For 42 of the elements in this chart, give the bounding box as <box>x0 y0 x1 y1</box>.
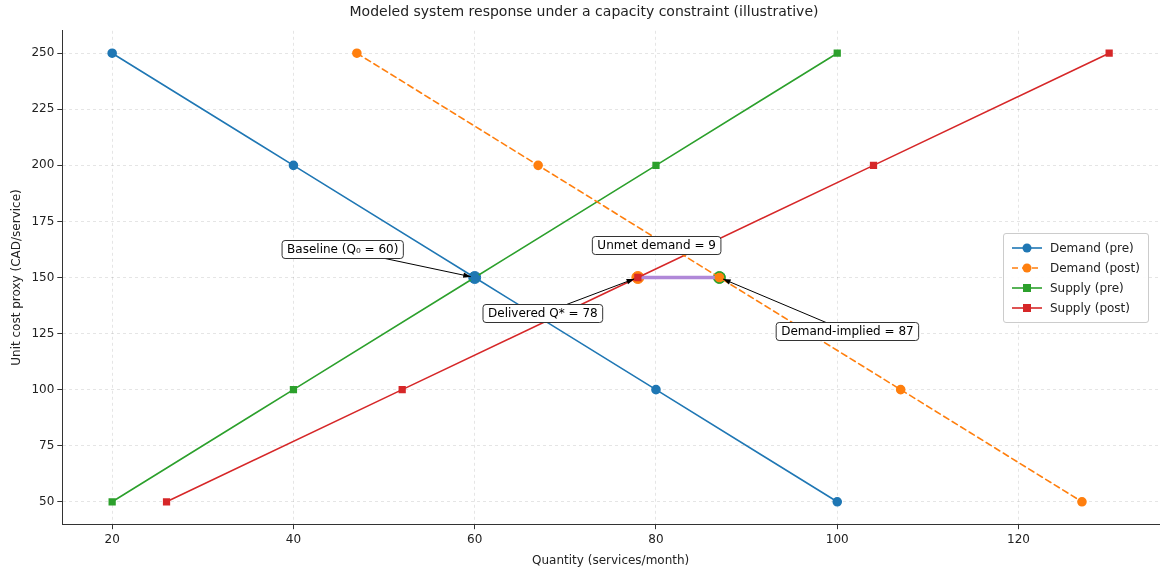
legend-label: Supply (post) <box>1050 300 1130 315</box>
x-axis-title: Quantity (services/month) <box>532 552 690 567</box>
y-tick-label: 250 <box>31 45 55 60</box>
point <box>869 161 878 169</box>
x-tick-label: 100 <box>825 531 849 546</box>
y-tick-label: 50 <box>39 493 55 508</box>
y-tick-label: 150 <box>31 269 55 284</box>
annotation: Demand-implied = 87 <box>781 323 914 338</box>
point <box>289 386 298 394</box>
x-tick-label: 80 <box>648 531 664 546</box>
y-tick-label: 200 <box>31 157 55 172</box>
x-tick-label: 40 <box>285 531 302 546</box>
legend-label: Demand (post) <box>1050 260 1140 275</box>
point <box>352 48 362 59</box>
y-tick-label: 225 <box>31 101 55 116</box>
legend-label: Supply (pre) <box>1050 280 1124 295</box>
point <box>162 498 171 506</box>
point <box>108 498 116 506</box>
point <box>832 496 843 507</box>
y-tick-label: 75 <box>39 437 55 452</box>
point <box>651 384 661 395</box>
point <box>895 384 906 395</box>
y-tick-label: 125 <box>31 325 55 340</box>
point <box>398 386 406 394</box>
y-axis-title: Unit cost proxy (CAD/service) <box>9 189 24 366</box>
point <box>652 161 660 169</box>
point <box>288 160 299 171</box>
x-tick-label: 20 <box>104 531 120 546</box>
x-tick-label: 60 <box>467 531 483 546</box>
x-tick-label: 120 <box>1007 531 1030 546</box>
point <box>107 48 117 59</box>
annotation: Delivered Q* = 78 <box>488 305 598 320</box>
annotation: Unmet demand = 9 <box>597 237 716 252</box>
annotation: Baseline (Q₀ = 60) <box>287 241 399 256</box>
chart-title: Modeled system response under a capacity constraint (illustrative) <box>349 3 819 20</box>
y-tick-label: 100 <box>31 381 55 396</box>
point <box>833 49 841 57</box>
y-tick-label: 175 <box>31 213 55 228</box>
point <box>533 160 543 171</box>
point <box>1077 496 1087 507</box>
legend-label: Demand (pre) <box>1050 240 1134 255</box>
point <box>1105 49 1113 57</box>
